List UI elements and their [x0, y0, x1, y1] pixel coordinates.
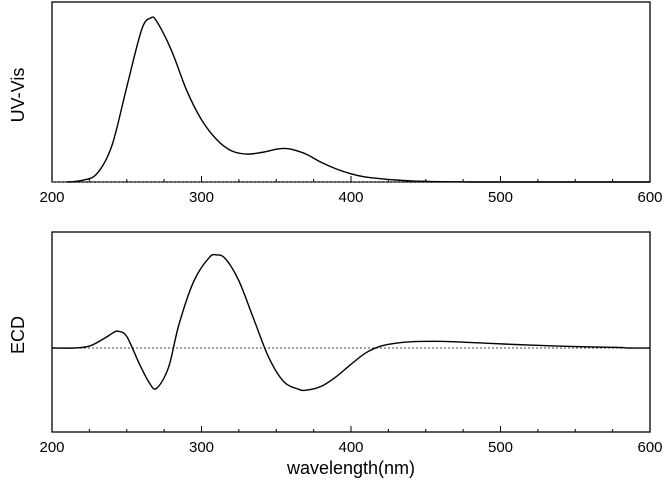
uv-vis-x-tick-label: 500	[488, 189, 513, 206]
uv-vis-x-tick-label: 600	[637, 189, 662, 206]
ecd-x-tick-label: 600	[637, 439, 662, 456]
uv-vis-spectrum-line	[66, 16, 651, 183]
ecd-x-tick-label: 400	[338, 439, 363, 456]
uv-vis-x-tick-label: 400	[338, 189, 363, 206]
ecd-x-tick-label: 200	[39, 439, 64, 456]
ecd-y-axis-label: ECD	[8, 316, 28, 354]
ecd-x-ticks	[51, 426, 651, 432]
uv-vis-y-axis-label: UV-Vis	[8, 68, 28, 123]
ecd-plot-frame	[51, 231, 651, 433]
uv-vis-panel: 200 300 400 500 600 UV-Vis	[8, 1, 663, 206]
ecd-panel: 200 300 400 500 600 ECD wavelength(nm)	[8, 231, 663, 478]
x-axis-title: wavelength(nm)	[286, 458, 415, 478]
uv-vis-x-tick-label: 300	[189, 189, 214, 206]
ecd-x-tick-label: 500	[488, 439, 513, 456]
ecd-x-tick-labels: 200 300 400 500 600	[39, 439, 662, 456]
uv-vis-x-tick-labels: 200 300 400 500 600	[39, 189, 662, 206]
ecd-x-tick-label: 300	[189, 439, 214, 456]
uv-vis-x-tick-label: 200	[39, 189, 64, 206]
ecd-spectrum-line	[51, 253, 651, 392]
uv-vis-x-ticks	[51, 176, 651, 182]
